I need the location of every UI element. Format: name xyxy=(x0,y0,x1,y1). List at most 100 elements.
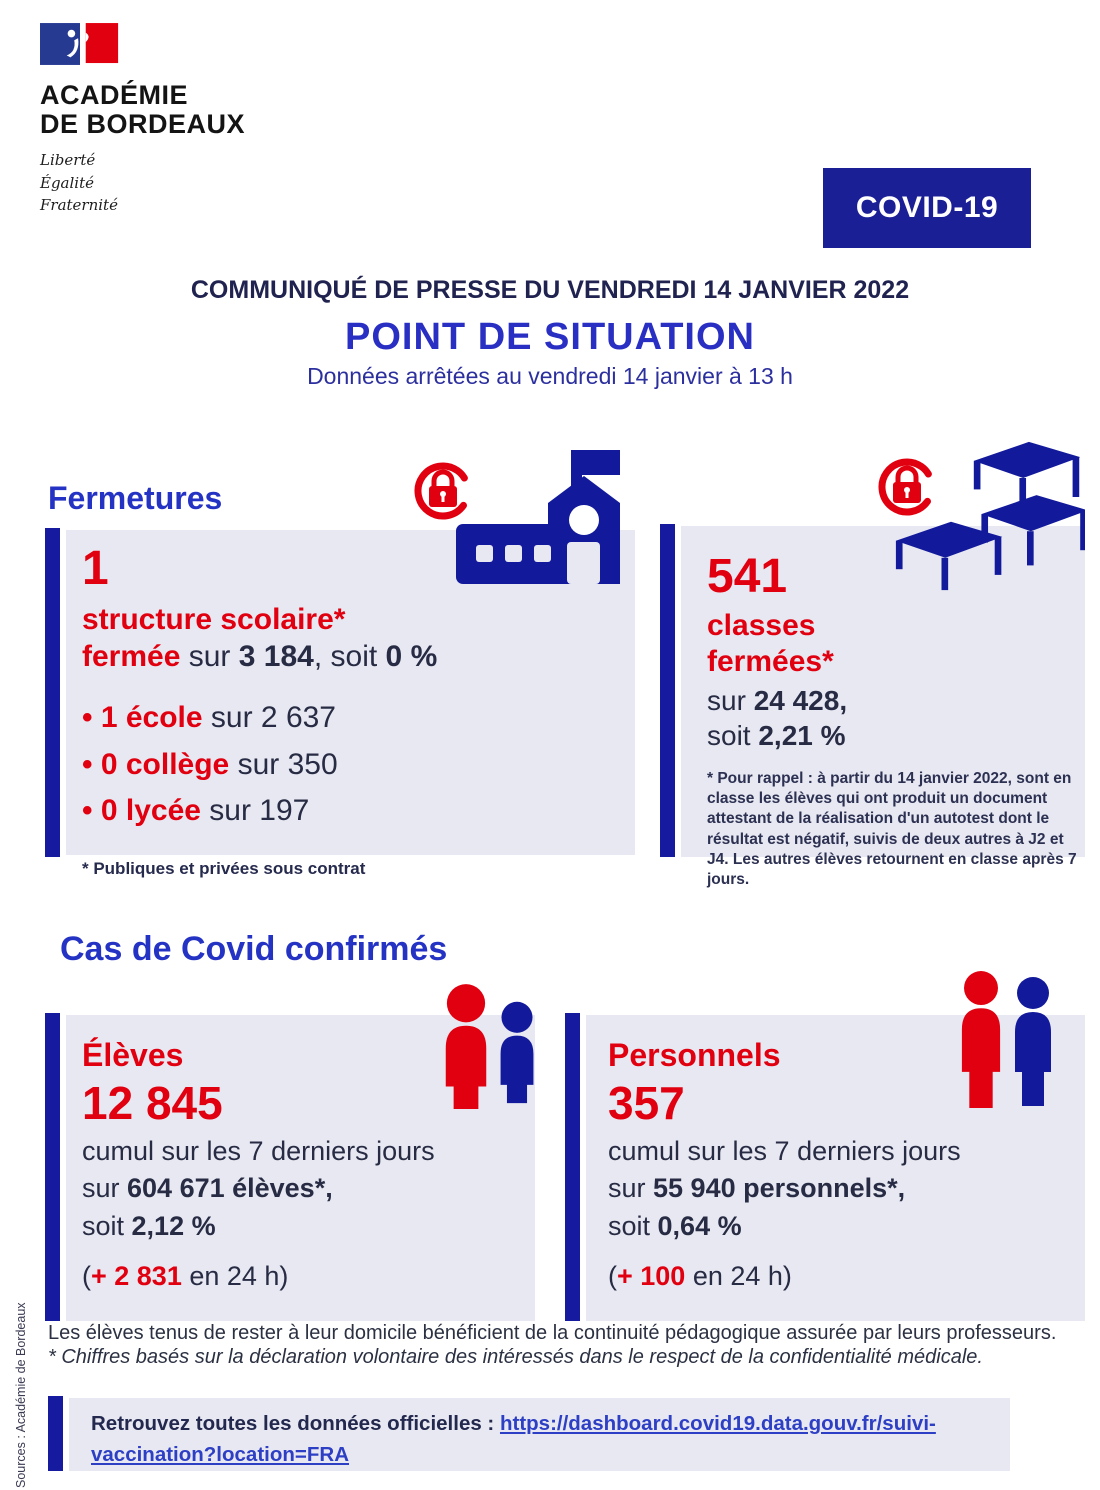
classes-sur-word: sur xyxy=(707,685,754,717)
eleves-soit-word: soit xyxy=(82,1210,132,1241)
structures-soit-word: , soit xyxy=(313,639,386,673)
classroom-desks-icon xyxy=(895,441,1085,591)
classes-pct-line: soit 2,21 % xyxy=(707,718,1085,753)
classes-total: 24 428, xyxy=(753,685,848,717)
list-item-lycee: 0 lycée sur 197 xyxy=(82,788,635,835)
card-classes-accent-bar xyxy=(660,524,675,857)
card-classes-fermees: 541 classes fermées* sur 24 428, soit 2,… xyxy=(681,526,1085,888)
personnels-value: 357 xyxy=(608,1076,685,1129)
french-flag-logo-icon xyxy=(40,23,119,65)
personnels-delta-value: + 100 xyxy=(617,1260,686,1291)
personnels-delta-line: (+ 100 en 24 h) xyxy=(608,1261,1085,1292)
eleves-delta-open: ( xyxy=(82,1260,91,1291)
academy-logo: ACADÉMIE DE BORDEAUX Liberté Égalité Fra… xyxy=(40,20,300,217)
list-item-ecole: 1 école sur 2 637 xyxy=(82,695,635,742)
structures-closed-label: structure scolaire* xyxy=(82,603,346,637)
official-data-text: Retrouvez toutes les données officielles… xyxy=(69,1398,1010,1471)
structures-closed-value: 1 xyxy=(82,542,109,595)
desk-bottom-left xyxy=(895,521,1003,591)
card-eleves-accent-bar xyxy=(45,1013,60,1321)
motto-egalite: Égalité xyxy=(40,173,94,192)
section-title-cas-covid: Cas de Covid confirmés xyxy=(60,930,448,968)
classes-label-line2: fermées* xyxy=(707,644,834,678)
staff-navy-person-icon xyxy=(1015,977,1051,1106)
personnels-sur-word: sur xyxy=(608,1173,654,1204)
structures-closed-detail: fermée sur 3 184, soit 0 % xyxy=(82,638,635,676)
section-title-fermetures: Fermetures xyxy=(48,480,223,516)
lock-circle-icon xyxy=(878,458,936,516)
eleves-pct-line: soit 2,12 % xyxy=(82,1208,535,1245)
press-release-title: COMMUNIQUÉ DE PRESSE DU VENDREDI 14 JANV… xyxy=(190,276,910,304)
structures-pct: 0 % xyxy=(385,639,438,673)
motto-liberte: Liberté xyxy=(40,151,96,170)
eleves-delta-line: (+ 2 831 en 24 h) xyxy=(82,1261,535,1292)
desk-top-right xyxy=(973,441,1081,513)
eleves-cumul-line: cumul sur les 7 derniers jours xyxy=(82,1136,435,1167)
staff-red-person-icon xyxy=(961,971,1001,1108)
structures-total: 3 184 xyxy=(238,639,314,673)
personnels-cumul-line: cumul sur les 7 derniers jours xyxy=(608,1136,961,1167)
personnels-label: Personnels xyxy=(608,1037,781,1073)
republic-motto: Liberté Égalité Fraternité xyxy=(40,149,300,217)
eleves-pct: 2,12 % xyxy=(131,1210,216,1241)
official-data-linkbox: Retrouvez toutes les données officielles… xyxy=(69,1398,1010,1471)
eleves-delta-value: + 2 831 xyxy=(91,1260,182,1291)
ecole-total: sur 2 637 xyxy=(202,701,336,735)
structures-sur-word: sur xyxy=(180,639,239,673)
student-navy-person-icon xyxy=(500,1001,534,1104)
college-total: sur 350 xyxy=(229,747,338,781)
ecole-count: 1 école xyxy=(100,701,203,735)
eleves-label: Élèves xyxy=(82,1037,184,1073)
desk-middle-right xyxy=(981,495,1085,566)
academy-name-line1: ACADÉMIE xyxy=(40,80,189,110)
list-item-college: 0 collège sur 350 xyxy=(82,742,635,789)
card-structures-accent-bar xyxy=(45,528,60,857)
classes-footnote: * Pour rappel : à partir du 14 janvier 2… xyxy=(707,770,1077,888)
school-building-icon xyxy=(456,450,620,584)
lycee-count: 0 lycée xyxy=(100,794,201,828)
classes-pct: 2,21 % xyxy=(758,720,846,752)
structures-footnote: * Publiques et privées sous contrat xyxy=(82,858,366,878)
dashboard-link-line1[interactable]: https://dashboard.covid19.data.gouv.fr/s… xyxy=(499,1412,936,1435)
card-personnels: Personnels 357 cumul sur les 7 derniers … xyxy=(586,1015,1085,1321)
covid-badge-label: COVID-19 xyxy=(855,191,999,224)
student-red-person-icon xyxy=(445,984,487,1109)
personnels-pct-line: soit 0,64 % xyxy=(608,1208,1085,1245)
structures-breakdown-list: 1 école sur 2 637 0 collège sur 350 0 ly… xyxy=(82,695,635,835)
eleves-delta-rest: en 24 h) xyxy=(181,1260,289,1291)
classes-closed-value: 541 xyxy=(707,550,788,603)
covid-19-badge: COVID-19 xyxy=(823,168,1031,248)
personnels-soit-word: soit xyxy=(608,1210,658,1241)
personnels-total: 55 940 personnels*, xyxy=(653,1173,906,1204)
personnels-delta-rest: en 24 h) xyxy=(685,1260,792,1291)
personnels-total-line: sur 55 940 personnels*, xyxy=(608,1170,1085,1207)
eleves-total: 604 671 élèves*, xyxy=(127,1173,333,1204)
page-title: POINT DE SITUATION xyxy=(345,316,755,358)
footer-note-continuite: Les élèves tenus de rester à leur domici… xyxy=(48,1322,1057,1344)
eleves-value: 12 845 xyxy=(82,1076,223,1129)
academy-name-line2: DE BORDEAUX xyxy=(40,109,246,140)
official-data-label: Retrouvez toutes les données officielles… xyxy=(91,1412,500,1435)
eleves-total-line: sur 604 671 élèves*, xyxy=(82,1170,535,1207)
footer-note-confidentialite: * Chiffres basés sur la déclaration volo… xyxy=(48,1346,983,1368)
personnels-pct: 0,64 % xyxy=(657,1210,742,1241)
linkbox-accent-bar xyxy=(48,1396,63,1471)
classes-label-line1: classes xyxy=(707,609,816,643)
structures-closed-word: fermée xyxy=(82,639,181,673)
eleves-sur-word: sur xyxy=(82,1173,128,1204)
college-count: 0 collège xyxy=(100,747,230,781)
data-cutoff-subtitle: Données arrêtées au vendredi 14 janvier … xyxy=(307,363,793,389)
lock-circle-icon xyxy=(414,462,472,520)
card-personnels-accent-bar xyxy=(565,1013,580,1321)
card-structures-fermees: 1 structure scolaire* fermée sur 3 184, … xyxy=(66,530,635,878)
dashboard-link[interactable]: https://dashboard.covid19.data.gouv.fr/s… xyxy=(91,1412,936,1466)
academy-name: ACADÉMIE DE BORDEAUX xyxy=(40,80,300,140)
motto-fraternite: Fraternité xyxy=(40,196,118,215)
lycee-total: sur 197 xyxy=(200,794,310,828)
dashboard-link-line2[interactable]: vaccination?location=FRA xyxy=(91,1442,350,1466)
personnels-delta-open: ( xyxy=(608,1260,617,1291)
sources-vertical-label: Sources : Académie de Bordeaux xyxy=(14,1302,28,1488)
classes-total-line: sur 24 428, xyxy=(707,683,1085,718)
card-eleves: Élèves 12 845 cumul sur les 7 derniers j… xyxy=(66,1015,535,1321)
